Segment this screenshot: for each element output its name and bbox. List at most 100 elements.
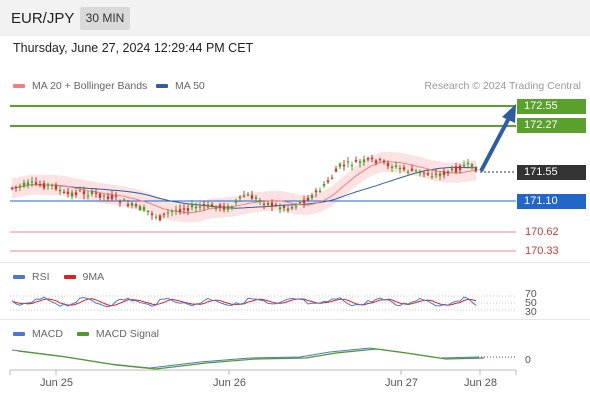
ma20-swatch (13, 84, 25, 88)
rsi-tick-70: 70 (525, 288, 537, 300)
ma50-label: MA 50 (175, 80, 205, 92)
candle-body (290, 207, 294, 209)
candle-body (78, 190, 82, 192)
candle-body (130, 202, 134, 206)
candle-body (334, 168, 338, 172)
ma20-path (11, 161, 477, 214)
candle-body (426, 173, 430, 175)
candle-body (342, 164, 346, 167)
candle-body (474, 167, 478, 172)
pane-separator (0, 319, 590, 320)
macd-tick-zero: 0 (525, 354, 531, 366)
candle-body (462, 164, 466, 167)
candle-body (294, 206, 298, 208)
symbol-title: EUR/JPY (11, 10, 75, 27)
bollinger-fill (12, 151, 476, 223)
timeframe-badge[interactable]: 30 MIN (80, 7, 130, 30)
candle-body (158, 215, 162, 221)
candle-body (114, 195, 118, 197)
candle-body (138, 206, 142, 211)
candle-body (250, 195, 254, 199)
candle-body (98, 193, 102, 198)
candle-body (438, 173, 442, 177)
candle-body (238, 196, 242, 199)
level-tag-r2: 172.55 (517, 99, 586, 114)
candle-body (110, 195, 114, 200)
candle-body (38, 184, 42, 186)
candle-body (246, 194, 250, 196)
candle-body (34, 182, 38, 185)
level-tag-current: 171.55 (517, 165, 586, 180)
candle-body (394, 165, 398, 167)
ma20-label: MA 20 + Bollinger Bands (32, 80, 148, 92)
candle-body (398, 167, 402, 170)
candle-body (70, 192, 74, 197)
candle-body (30, 181, 34, 183)
candle-body (450, 168, 454, 171)
candle-body (10, 187, 14, 189)
candle-body (314, 190, 318, 193)
candle-body (298, 201, 302, 204)
candle-body (466, 162, 470, 164)
candle-body (330, 177, 334, 179)
candlesticks (10, 154, 478, 222)
legend-ma50: MA 50 (156, 80, 205, 92)
pane-separator (0, 262, 590, 263)
candle-body (378, 159, 382, 161)
candle-body (146, 211, 150, 213)
candle-body (278, 207, 282, 210)
x-label-jun25: Jun 25 (40, 377, 74, 389)
rsi-ma-path (11, 298, 477, 307)
candle-body (266, 202, 270, 206)
macd-label: MACD (32, 328, 63, 340)
candle-body (194, 206, 198, 209)
macd-signal-label: MACD Signal (95, 328, 159, 340)
candle-body (190, 204, 194, 208)
candle-body (310, 194, 314, 199)
candle-body (218, 204, 222, 208)
candle-body (242, 195, 246, 197)
trend-arrow-shaft (479, 117, 511, 172)
candle-body (42, 183, 46, 189)
candle-body (50, 184, 54, 186)
candle-body (234, 201, 238, 203)
candle-body (134, 204, 138, 207)
chart-datetime: Thursday, June 27, 2024 12:29:44 PM CET (13, 41, 254, 55)
candle-body (90, 190, 94, 195)
candle-body (14, 186, 18, 188)
candle-body (418, 170, 422, 174)
candle-body (126, 204, 130, 207)
candle-body (226, 205, 230, 210)
candle-body (106, 196, 110, 199)
rsi-ma-label: 9MA (82, 271, 105, 283)
candle-body (18, 185, 22, 187)
candle-body (170, 210, 174, 212)
candle-body (174, 210, 178, 212)
candle-body (434, 173, 438, 175)
candle-body (86, 195, 90, 197)
candle-body (274, 204, 278, 206)
macd-signal-path (17, 348, 485, 370)
candle-body (306, 197, 310, 201)
level-label-s2: 170.33 (525, 245, 559, 257)
rsi-tick-30: 30 (525, 306, 537, 318)
ma50-swatch (156, 84, 168, 88)
candle-body (102, 195, 106, 197)
candle-body (366, 158, 370, 160)
candle-body (270, 202, 274, 207)
candle-body (178, 209, 182, 213)
level-tag-r1: 172.27 (517, 118, 586, 133)
candle-body (122, 199, 126, 201)
macd-signal-swatch (76, 332, 89, 336)
rsi-tick-50: 50 (525, 297, 537, 309)
ma20-line (11, 161, 477, 214)
rsi-label: RSI (32, 271, 50, 283)
legend-macd: MACD MACD Signal (13, 328, 159, 340)
candle-body (346, 161, 350, 163)
macd-lines (11, 347, 485, 370)
candle-body (422, 172, 426, 174)
candle-body (402, 167, 406, 170)
candle-body (198, 206, 202, 208)
candle-body (326, 180, 330, 183)
